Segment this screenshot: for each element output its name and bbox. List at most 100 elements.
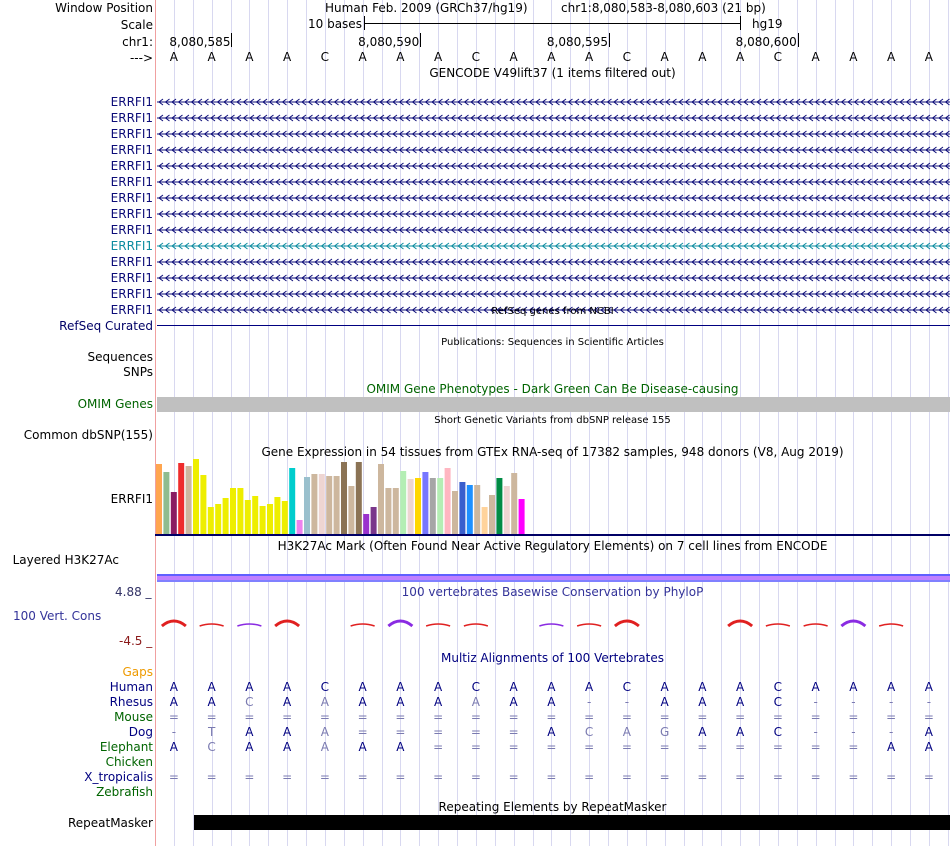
- multiz-title[interactable]: Multiz Alignments of 100 Vertebrates: [440, 651, 665, 665]
- gtex-tissue-bar: [444, 468, 451, 534]
- gencode-transcript-label[interactable]: ERRFI1: [110, 239, 153, 253]
- gencode-transcript-line[interactable]: [157, 209, 950, 219]
- gtex-title[interactable]: Gene Expression in 54 tissues from GTEx …: [261, 445, 844, 459]
- gencode-transcript-line[interactable]: [157, 97, 950, 107]
- repeatmasker-label[interactable]: RepeatMasker: [67, 816, 153, 830]
- multiz-species-label[interactable]: Zebrafish: [96, 785, 153, 799]
- multiz-species-label[interactable]: Rhesus: [109, 695, 153, 709]
- phylop-logo[interactable]: [155, 614, 950, 644]
- position-tick-mark: [231, 33, 233, 47]
- gtex-chart[interactable]: [155, 459, 950, 537]
- gencode-transcript-label[interactable]: ERRFI1: [110, 303, 153, 317]
- gtex-tissue-bar: [281, 501, 288, 534]
- gencode-transcript-line[interactable]: [157, 289, 950, 299]
- gencode-transcript-line[interactable]: [157, 225, 950, 235]
- gencode-transcript-label[interactable]: ERRFI1: [110, 271, 153, 285]
- phylop-title[interactable]: 100 vertebrates Basewise Conservation by…: [401, 585, 704, 599]
- refseq-label[interactable]: RefSeq Curated: [59, 319, 153, 333]
- publications-sequences-label[interactable]: Sequences: [87, 350, 153, 364]
- multiz-base: -: [926, 695, 932, 709]
- gencode-transcript-label[interactable]: ERRFI1: [110, 207, 153, 221]
- phylop-mark: [199, 623, 224, 627]
- multiz-species-label[interactable]: Mouse: [114, 710, 153, 724]
- multiz-base: A: [207, 695, 216, 709]
- gencode-transcript-line[interactable]: [157, 129, 950, 139]
- h3k27ac-layer[interactable]: [157, 574, 950, 582]
- gencode-transcript-label[interactable]: ERRFI1: [110, 223, 153, 237]
- base-letter: A: [585, 50, 594, 64]
- position-text[interactable]: chr1:8,080,583-8,080,603 (21 bp): [561, 1, 766, 15]
- omim-label[interactable]: OMIM Genes: [77, 397, 153, 411]
- multiz-base: A: [622, 725, 631, 739]
- base-letter: C: [622, 50, 632, 64]
- gencode-transcript-label[interactable]: ERRFI1: [110, 127, 153, 141]
- gencode-transcript-line[interactable]: [157, 161, 950, 171]
- gtex-label[interactable]: ERRFI1: [110, 492, 153, 506]
- gencode-transcript-label[interactable]: ERRFI1: [110, 175, 153, 189]
- omim-title[interactable]: OMIM Gene Phenotypes - Dark Green Can Be…: [366, 382, 739, 396]
- gencode-transcript-label[interactable]: ERRFI1: [110, 255, 153, 269]
- gtex-tissue-bar: [259, 506, 266, 534]
- multiz-base: =: [735, 740, 746, 754]
- gencode-transcript-line[interactable]: [157, 177, 950, 187]
- gencode-transcript-label[interactable]: ERRFI1: [110, 111, 153, 125]
- gencode-transcript-line[interactable]: [157, 305, 950, 315]
- gencode-transcript-line[interactable]: [157, 273, 950, 283]
- gencode-transcript-label[interactable]: ERRFI1: [110, 95, 153, 109]
- gencode-transcript-label[interactable]: ERRFI1: [110, 159, 153, 173]
- base-letter: A: [849, 50, 858, 64]
- dbsnp-label[interactable]: Common dbSNP(155): [23, 428, 153, 442]
- gencode-title[interactable]: GENCODE V49lift37 (1 items filtered out): [429, 66, 676, 80]
- multiz-base: A: [434, 695, 443, 709]
- multiz-base: =: [659, 740, 670, 754]
- multiz-base: =: [848, 710, 859, 724]
- refseq-title[interactable]: RefSeq genes from NCBI: [491, 306, 614, 317]
- repeatmasker-title[interactable]: Repeating Elements by RepeatMasker: [438, 800, 667, 814]
- multiz-base: A: [283, 680, 292, 694]
- gencode-transcript-label[interactable]: ERRFI1: [110, 287, 153, 301]
- omim-bar[interactable]: [157, 397, 950, 412]
- multiz-base: A: [283, 725, 292, 739]
- multiz-base: =: [886, 770, 897, 784]
- gtex-tissue-bar: [481, 507, 488, 534]
- multiz-species-label[interactable]: Dog: [128, 725, 153, 739]
- multiz-base: =: [470, 725, 481, 739]
- gencode-transcript-label[interactable]: ERRFI1: [110, 191, 153, 205]
- multiz-base: =: [659, 710, 670, 724]
- multiz-base: A: [320, 740, 329, 754]
- h3k27ac-title[interactable]: H3K27Ac Mark (Often Found Near Active Re…: [277, 539, 828, 553]
- refseq-line[interactable]: [157, 325, 950, 326]
- multiz-base: =: [508, 710, 519, 724]
- multiz-base: =: [282, 710, 293, 724]
- multiz-base: =: [923, 710, 934, 724]
- repeatmasker-element[interactable]: [194, 815, 950, 830]
- multiz-base: =: [433, 710, 444, 724]
- gtex-tissue-bar: [222, 498, 229, 534]
- dbsnp-title[interactable]: Short Genetic Variants from dbSNP releas…: [434, 415, 671, 426]
- gencode-transcript-label[interactable]: ERRFI1: [110, 143, 153, 157]
- gencode-transcript-line[interactable]: [157, 113, 950, 123]
- multiz-base: =: [584, 740, 595, 754]
- multiz-species-label[interactable]: Human: [109, 680, 153, 694]
- multiz-species-label[interactable]: Chicken: [105, 755, 153, 769]
- phylop-label[interactable]: 100 Vert. Cons: [13, 609, 102, 623]
- db-text: hg19: [752, 17, 783, 31]
- gencode-transcript-line[interactable]: [157, 193, 950, 203]
- window-position-label: Window Position: [55, 1, 153, 15]
- phylop-mark: [160, 619, 187, 628]
- h3k27ac-label[interactable]: Layered H3K27Ac: [12, 553, 119, 567]
- phylop-max-label: 4.88 _: [115, 585, 152, 599]
- multiz-species-label[interactable]: Elephant: [99, 740, 153, 754]
- multiz-species-label[interactable]: X_tropicalis: [84, 770, 153, 784]
- gencode-transcript-line[interactable]: [157, 257, 950, 267]
- publications-title[interactable]: Publications: Sequences in Scientific Ar…: [441, 337, 664, 348]
- gencode-transcript-line[interactable]: [157, 145, 950, 155]
- scale-bar: [364, 16, 741, 30]
- multiz-base: A: [283, 740, 292, 754]
- gtex-tissue-bar: [185, 466, 192, 534]
- publications-snps-label[interactable]: SNPs: [123, 365, 153, 379]
- gencode-transcript-line[interactable]: [157, 241, 950, 251]
- multiz-base: -: [851, 695, 856, 709]
- phylop-mark: [274, 619, 301, 628]
- multiz-base: A: [396, 680, 405, 694]
